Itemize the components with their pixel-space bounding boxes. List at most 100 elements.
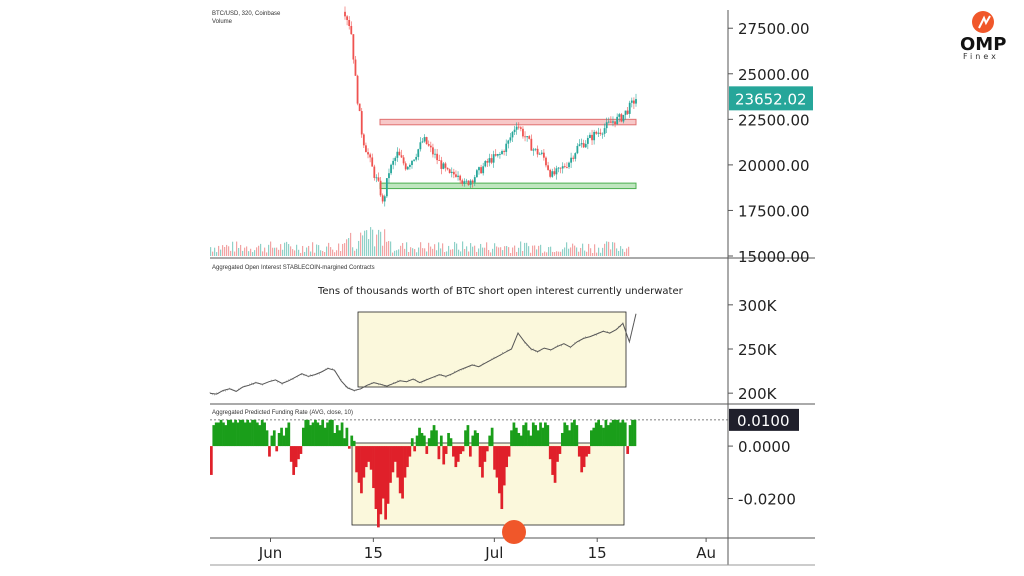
price-axis-label: 17500.00: [738, 202, 810, 220]
funding-bar: [488, 435, 492, 447]
candle-body: [373, 166, 376, 178]
candle-body: [432, 147, 434, 155]
funding-bar: [285, 427, 288, 447]
funding-bar: [587, 446, 591, 454]
volume-bar: [346, 239, 348, 256]
oi-axis-label: 200K: [738, 385, 778, 403]
volume-bar: [462, 241, 464, 256]
volume-bar: [258, 245, 260, 256]
volume-bar: [556, 251, 558, 256]
candle-body: [530, 138, 533, 151]
volume-bar: [368, 239, 370, 256]
candle-body: [398, 151, 401, 156]
funding-bar: [454, 446, 458, 468]
candle-body: [568, 162, 570, 168]
volume-bar: [370, 227, 372, 256]
funding-rate-title: Aggregated Predicted Funding Rate (AVG, …: [212, 410, 353, 416]
funding-bar: [321, 419, 325, 447]
candle-body: [383, 196, 386, 202]
funding-bar: [456, 446, 460, 462]
candle-body: [490, 158, 493, 163]
candle-body: [555, 168, 558, 175]
candle-body: [559, 167, 562, 169]
funding-bar: [357, 446, 361, 483]
funding-bar: [529, 435, 533, 447]
funding-bar: [253, 419, 257, 447]
candle-body: [350, 25, 353, 35]
funding-bar: [389, 446, 392, 483]
volume-bar: [234, 251, 236, 256]
candle-body: [566, 167, 568, 168]
candle-body: [450, 171, 453, 173]
funding-bar: [379, 446, 383, 515]
candle-body: [471, 180, 474, 183]
volume-bar: [306, 247, 308, 256]
volume-bar: [330, 247, 332, 256]
funding-bar: [246, 419, 250, 447]
funding-bar: [452, 446, 455, 457]
volume-bar: [220, 249, 222, 256]
funding-bar: [539, 422, 542, 447]
volume-bar: [432, 248, 434, 256]
candle-body: [595, 131, 598, 134]
volume-bar: [492, 248, 494, 256]
volume-bar: [594, 244, 596, 256]
volume-bar: [598, 247, 600, 256]
candle-body: [574, 153, 577, 159]
candle-body: [511, 132, 514, 138]
candle-body: [519, 127, 522, 129]
funding-bar: [517, 432, 521, 447]
x-axis-label: Jul: [484, 544, 503, 562]
funding-bar: [631, 419, 634, 447]
funding-bar: [301, 427, 305, 447]
funding-bar: [217, 422, 220, 447]
candle-body: [371, 157, 374, 167]
volume-bar: [566, 242, 568, 256]
volume-bar: [288, 244, 290, 256]
candle-body: [408, 164, 411, 167]
volume-bar: [216, 252, 218, 256]
candle-body: [375, 177, 378, 179]
funding-bar: [560, 432, 564, 447]
volume-bar: [418, 247, 420, 256]
volume-bar: [334, 252, 336, 256]
candle-body: [612, 121, 614, 123]
candle-body: [492, 154, 495, 163]
candle-body: [534, 148, 537, 150]
volume-bar: [468, 251, 470, 256]
volume-bar: [538, 245, 540, 256]
candle-body: [379, 180, 382, 196]
candle-body: [601, 133, 604, 135]
candle-body: [561, 166, 564, 169]
volume-bar: [546, 252, 548, 256]
candle-body: [475, 170, 478, 178]
candle-body: [413, 159, 415, 161]
volume-bar: [366, 230, 368, 256]
volume-bar: [412, 248, 414, 256]
volume-bar: [210, 247, 212, 256]
volume-bar: [402, 243, 404, 256]
candle-body: [448, 169, 451, 173]
volume-bar: [364, 230, 366, 256]
volume-bar: [550, 246, 552, 256]
candle-body: [522, 128, 524, 137]
volume-bar: [500, 247, 502, 256]
candle-body: [633, 100, 635, 104]
volume-bar: [224, 247, 226, 256]
volume-bar: [600, 252, 602, 256]
volume-bar: [580, 247, 582, 256]
candle-body: [586, 137, 589, 144]
volume-bar: [448, 245, 450, 256]
volume-bar: [606, 241, 608, 256]
volume-bar: [582, 243, 584, 256]
funding-bar: [212, 425, 216, 447]
candle-body: [465, 180, 468, 182]
funding-bar: [360, 446, 363, 494]
volume-bar: [328, 242, 330, 256]
funding-bar: [413, 446, 417, 452]
funding-bar: [553, 446, 557, 483]
volume-bar: [436, 250, 438, 256]
support-zone: [379, 182, 637, 190]
funding-bar: [377, 446, 380, 528]
